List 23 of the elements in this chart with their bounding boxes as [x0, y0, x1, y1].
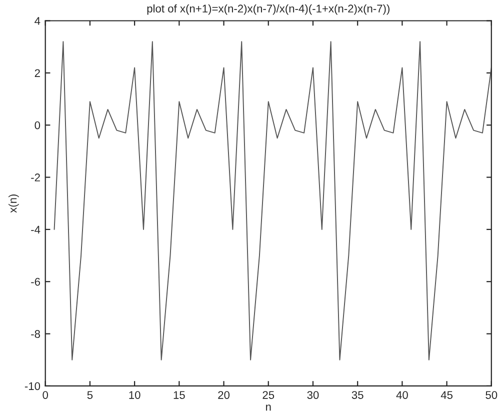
y-tick-label: 0 [34, 121, 40, 130]
y-tick-label: -2 [31, 174, 40, 182]
y-tick-label: -8 [31, 330, 40, 338]
x-tick-label: 40 [396, 391, 408, 399]
y-tick-label: -4 [31, 226, 40, 234]
y-tick-label: -6 [31, 278, 40, 286]
y-tick-label: 2 [34, 69, 40, 77]
x-tick-label: 0 [42, 391, 48, 399]
x-tick-label: 50 [486, 391, 498, 399]
y-tick-label: -10 [24, 382, 40, 390]
x-tick-label: 35 [352, 391, 364, 399]
x-tick-label: 25 [262, 391, 274, 399]
x-axis-title: n [266, 404, 271, 411]
y-tick-label: 4 [34, 17, 40, 25]
x-tick-label: 15 [174, 391, 185, 399]
chart-title: plot of x(n+1)=x(n-2)x(n-7)/x(n-4)(-1+x(n-2)x(n-7)) [147, 4, 390, 15]
line-series [54, 41, 492, 360]
x-tick-label: 30 [307, 391, 319, 399]
x-tick-label: 20 [218, 391, 230, 399]
y-axis-title: x(n) [8, 194, 19, 213]
x-tick-label: 5 [87, 391, 93, 399]
x-tick-label: 10 [129, 391, 140, 399]
x-tick-label: 45 [440, 391, 453, 399]
